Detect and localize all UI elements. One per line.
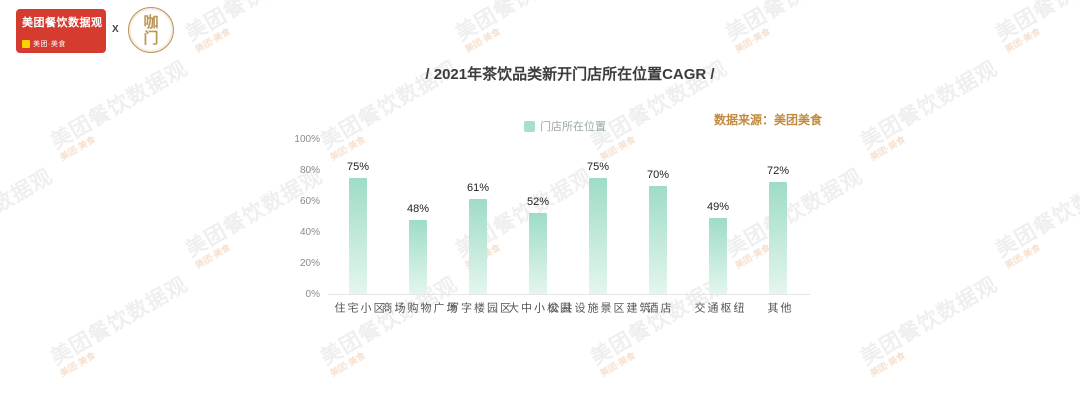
watermark-text: 美团餐饮数据观美团·美食 — [856, 56, 1002, 163]
bar — [589, 177, 607, 294]
y-tick-label: 100% — [294, 134, 320, 145]
bar-value-label: 49% — [706, 201, 730, 214]
meituan-logo-tag: 美团·美食 — [33, 41, 66, 48]
bar — [349, 177, 367, 294]
y-tick-label: 0% — [305, 289, 320, 300]
bar-category-label: 大中小校园 — [506, 302, 571, 314]
bar-value-label: 52% — [526, 196, 550, 209]
bar-value-label: 75% — [586, 160, 610, 173]
watermark-text: 美团餐饮数据观美团·美食 — [46, 56, 192, 163]
bar-column: 75% 公共设施景区建筑 — [547, 140, 650, 314]
kamen-logo-text: 咖门 — [141, 14, 160, 46]
bar-column: 70% 酒店 — [628, 140, 688, 315]
bar-column: 72% 其他 — [748, 140, 808, 314]
bar — [409, 219, 427, 294]
bar-value-label: 72% — [766, 165, 790, 178]
data-source-label: 数据来源：美团美食 — [714, 113, 823, 127]
y-axis: 0% 20% 40% 60% 80% 100% — [278, 134, 320, 300]
y-tick-label: 40% — [299, 227, 320, 238]
kamen-partner-logo: 咖门 — [128, 7, 174, 53]
legend-label: 门店所在位置 — [540, 121, 606, 133]
watermark-text: 美团餐饮数据观美团·美食 — [991, 164, 1080, 271]
bar — [469, 199, 487, 294]
bar-value-label: 70% — [646, 168, 670, 181]
bar-column: 48% 商场购物广场 — [380, 140, 457, 314]
y-tick-label: 20% — [299, 258, 320, 269]
bar-column: 49% 交通枢纽 — [688, 140, 748, 314]
bar-column: 52% 大中小校园 — [507, 140, 571, 314]
meituan-data-logo: 美团餐饮数据观 美团·美食 — [16, 9, 106, 53]
bar-category-label: 交通枢纽 — [693, 302, 744, 314]
meituan-logo-tagrow: 美团·美食 — [22, 39, 100, 49]
bar-category-label: 写字楼园区 — [446, 302, 511, 314]
bar-value-label: 48% — [406, 202, 430, 215]
legend: 门店所在位置 — [524, 118, 606, 134]
bar-value-label: 75% — [346, 160, 370, 173]
y-tick-label: 60% — [299, 196, 320, 207]
chart-title: / 2021年茶饮品类新开门店所在位置CAGR / — [425, 66, 715, 83]
bar-category-label: 酒店 — [646, 302, 671, 314]
bar — [769, 182, 787, 294]
bar-category-label: 公共设施景区建筑 — [547, 302, 650, 314]
bar-chart: 0% 20% 40% 60% 80% 100% 75% 住宅小区 48% 商场购物广场 61% 写字… — [278, 134, 838, 390]
bar-category-label: 商场购物广场 — [380, 302, 457, 314]
yellow-tag-icon — [22, 40, 30, 48]
meituan-logo-title: 美团餐饮数据观 — [22, 17, 103, 29]
plot-area: 75% 住宅小区 48% 商场购物广场 61% 写字楼园区 52% 大中小校园 75% 公共设施景… — [328, 140, 810, 315]
bar-category-label: 住宅小区 — [333, 302, 384, 314]
bar-value-label: 61% — [466, 182, 490, 195]
bar — [649, 185, 667, 294]
watermark-text: 美团餐饮数据观美团·美食 — [46, 272, 192, 379]
y-tick-label: 80% — [299, 165, 320, 176]
bar-column: 75% 住宅小区 — [328, 140, 388, 314]
logo-separator-x: X — [112, 24, 119, 35]
watermark-text: 美团餐饮数据观美团·美食 — [856, 272, 1002, 379]
bar-category-label: 其他 — [766, 302, 791, 314]
bar-column: 61% 写字楼园区 — [447, 140, 511, 314]
bar — [709, 218, 727, 294]
legend-swatch — [524, 120, 535, 132]
bar — [529, 213, 547, 294]
